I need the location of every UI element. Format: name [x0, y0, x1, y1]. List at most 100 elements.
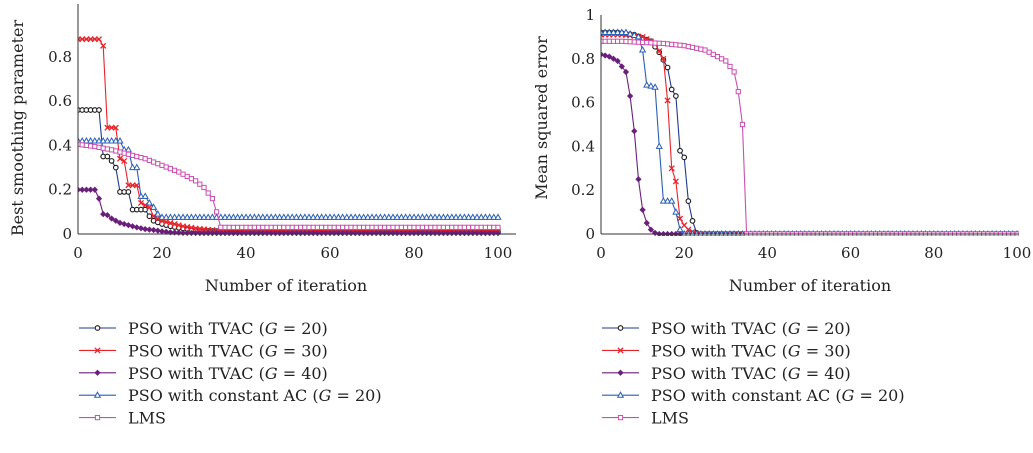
right-data-point — [655, 142, 663, 149]
left-data-point — [254, 213, 263, 220]
left-x-tick-label: 80 — [404, 244, 423, 262]
left-data-point — [87, 186, 94, 193]
right-data-point — [609, 28, 618, 36]
right-data-point — [663, 197, 672, 204]
left-data-point — [100, 145, 106, 151]
right-legend-item: PSO with constant AC (G = 20) — [602, 386, 905, 405]
right-data-point — [651, 83, 659, 90]
left-data-point — [464, 213, 473, 220]
left-data-point — [154, 215, 161, 222]
right-data-point — [702, 47, 708, 53]
left-data-point — [343, 213, 351, 220]
right-legend-label: PSO with TVAC (G = 30) — [651, 341, 851, 360]
left-data-point — [284, 213, 292, 220]
right-series-2 — [601, 31, 1019, 236]
left-data-point — [116, 155, 124, 162]
left-data-point — [217, 213, 225, 220]
right-legend-marker — [617, 415, 624, 421]
right-legend: PSO with TVAC (G = 20) PSO with TVAC (G =… — [602, 319, 905, 428]
left-data-point — [436, 224, 442, 230]
left-data-point — [163, 218, 170, 225]
left-data-point — [183, 213, 191, 220]
right-data-point — [660, 40, 666, 47]
right-data-point — [605, 28, 613, 36]
left-legend-label: PSO with TVAC (G = 20) — [128, 319, 328, 338]
left-data-point — [268, 224, 274, 230]
right-data-point — [664, 64, 671, 71]
right-data-point — [601, 51, 605, 58]
right-data-point — [635, 176, 642, 183]
left-data-point — [406, 213, 414, 220]
left-data-point — [477, 213, 485, 220]
right-data-point — [672, 208, 680, 215]
right-data-point — [676, 225, 684, 233]
left-x-tick-label: 60 — [320, 244, 339, 262]
left-data-point — [246, 213, 254, 220]
left-data-point — [167, 166, 174, 172]
left-data-point — [125, 189, 132, 195]
left-y-tick-label: 0.4 — [48, 136, 72, 154]
right-data-point — [618, 28, 626, 36]
left-data-point — [301, 213, 309, 220]
right-data-point — [664, 97, 671, 104]
right-x-tick-label: 40 — [758, 244, 777, 262]
right-data-point — [668, 86, 675, 93]
left-data-point — [482, 224, 488, 230]
left-data-point — [117, 149, 123, 155]
left-legend-item: PSO with TVAC (G = 30) — [79, 341, 328, 360]
left-data-point — [461, 224, 467, 230]
right-data-point — [719, 56, 725, 62]
right-data-point — [727, 63, 733, 70]
right-series-line — [601, 34, 1017, 235]
right-data-point — [731, 69, 737, 75]
right-legend-label: PSO with TVAC (G = 20) — [651, 319, 851, 338]
right-x-tick-label: 0 — [596, 244, 606, 262]
right-data-point — [689, 218, 696, 224]
right-data-point — [643, 81, 651, 88]
left-data-point — [373, 224, 379, 230]
left-data-point — [376, 213, 385, 220]
left-data-point — [385, 213, 393, 220]
left-data-point — [285, 224, 291, 230]
left-data-point — [133, 224, 140, 231]
right-legend-item: PSO with TVAC (G = 20) — [602, 319, 851, 338]
right-data-point — [644, 39, 650, 46]
left-data-point — [146, 157, 153, 163]
left-legend-label: LMS — [128, 409, 166, 428]
left-data-point — [230, 224, 237, 230]
right-data-point — [622, 68, 630, 76]
left-data-point — [214, 209, 220, 215]
left-data-point — [348, 224, 354, 230]
right-data-point — [668, 165, 675, 172]
right-x-tick-label: 60 — [841, 244, 860, 262]
left-data-point — [243, 224, 249, 230]
left-data-point — [428, 224, 434, 230]
right-data-point — [714, 54, 721, 60]
right-data-point — [681, 43, 687, 49]
right-plot-area — [601, 28, 1019, 236]
left-data-point — [184, 173, 190, 180]
left-data-point — [79, 186, 86, 193]
left-data-point — [201, 184, 207, 191]
left-data-point — [380, 213, 389, 220]
left-data-point — [238, 213, 246, 220]
left-data-point — [401, 213, 410, 220]
left-data-point — [91, 136, 99, 144]
left-data-point — [469, 213, 477, 220]
right-data-point — [735, 89, 741, 95]
left-data-point — [205, 190, 211, 196]
right-legend-label: PSO with TVAC (G = 40) — [651, 364, 851, 383]
left-data-point — [302, 224, 308, 230]
left-data-point — [305, 213, 313, 220]
left-x-axis-label: Number of iteration — [205, 276, 367, 295]
left-data-point — [309, 213, 317, 220]
left-data-point — [200, 213, 208, 220]
left-x-tick-label: 40 — [236, 244, 255, 262]
left-data-point — [251, 224, 258, 230]
left-data-point — [361, 224, 367, 230]
right-data-point — [689, 44, 696, 51]
left-data-point — [393, 213, 401, 220]
left-series-5 — [78, 141, 501, 230]
left-y-tick-label: 0.2 — [48, 181, 72, 199]
right-y-tick-label: 0.2 — [571, 181, 595, 199]
